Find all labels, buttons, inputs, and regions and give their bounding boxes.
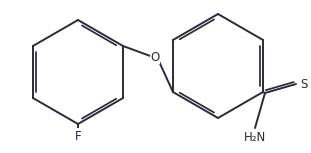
Text: O: O bbox=[151, 50, 160, 63]
Text: S: S bbox=[300, 78, 307, 91]
Text: F: F bbox=[75, 130, 81, 143]
Text: H₂N: H₂N bbox=[244, 131, 266, 144]
